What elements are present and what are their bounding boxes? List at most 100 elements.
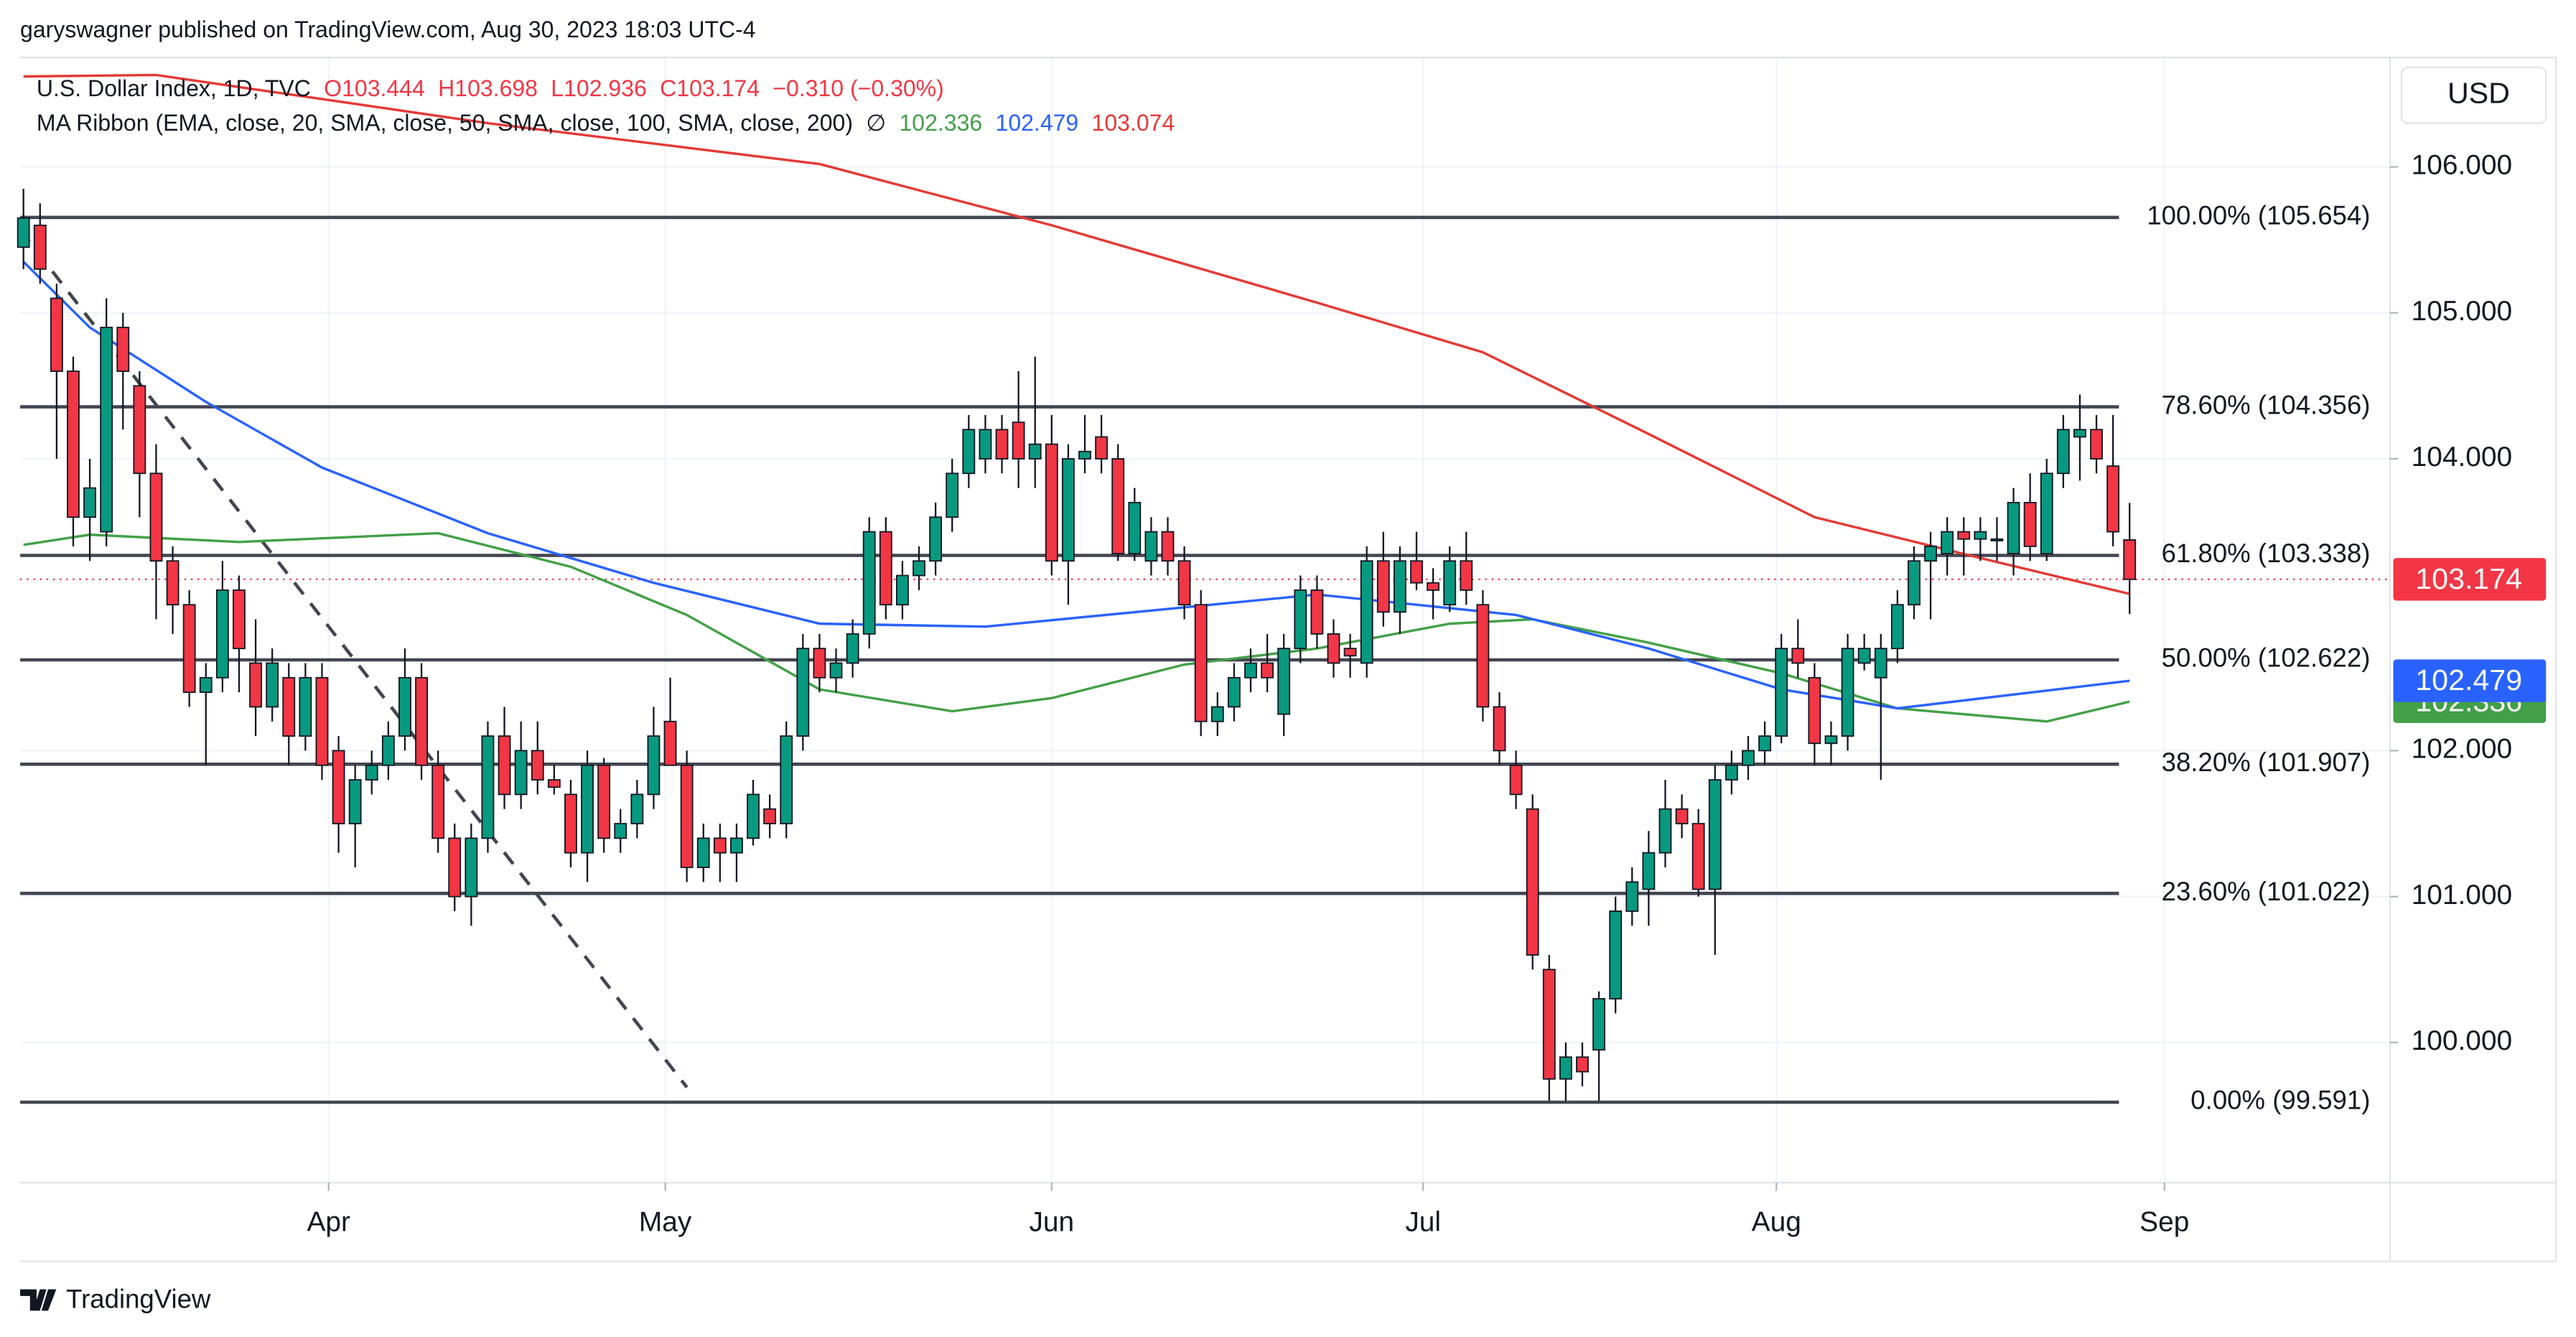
candle-body: [1742, 750, 1755, 766]
x-tick-label: Sep: [2139, 1206, 2189, 1237]
candle-body: [1261, 662, 1274, 679]
ma-line: [23, 73, 2130, 595]
candle-body: [233, 589, 246, 650]
candle-body: [647, 735, 661, 796]
candle-body: [1443, 560, 1457, 606]
candle-body: [1244, 662, 1257, 679]
candle-body: [979, 429, 992, 460]
candle-body: [348, 779, 362, 824]
candle-body: [1874, 648, 1887, 679]
candle-body: [929, 516, 943, 562]
candle-body: [1476, 604, 1490, 708]
candle-body: [166, 560, 179, 606]
candle-body: [266, 662, 279, 708]
candle-body: [1957, 531, 1971, 540]
candle-body: [713, 837, 727, 854]
candle-body: [1427, 582, 1440, 591]
candle-body: [431, 764, 445, 839]
candle-body: [2040, 472, 2053, 554]
candle-body: [1128, 502, 1142, 554]
candle-body: [1460, 560, 1473, 591]
candle-body: [614, 823, 627, 839]
candle-body: [747, 793, 760, 839]
candle-body: [1609, 910, 1623, 1000]
ohlc-label: L102.936: [551, 75, 647, 101]
candle-body: [1675, 808, 1689, 824]
candle-body: [1493, 706, 1506, 752]
candle-body: [17, 217, 30, 248]
candle-body: [829, 662, 843, 679]
candle-body: [862, 531, 876, 635]
level-label: 78.60% (104.356): [2162, 390, 2371, 419]
candle-body: [1177, 560, 1191, 606]
candle-body: [1012, 421, 1025, 460]
candle-body: [813, 648, 826, 679]
candle-body: [1758, 735, 1771, 752]
candle-body: [1078, 450, 1091, 460]
candle-body: [1908, 560, 1921, 606]
candle-body: [1028, 443, 1042, 460]
candle-body: [2056, 429, 2070, 475]
symbol: U.S. Dollar Index, 1D, TVC: [37, 75, 311, 101]
candle-body: [1327, 633, 1340, 664]
candle-body: [448, 837, 462, 898]
ma-line: [22, 261, 2130, 710]
level-label: 61.80% (103.338): [2162, 539, 2371, 568]
currency[interactable]: USD: [2447, 77, 2510, 110]
candle-body: [946, 472, 959, 518]
candle-body: [50, 297, 63, 372]
candle-body: [1808, 676, 1821, 745]
candle-body: [1161, 531, 1175, 562]
legend-value: 103.074: [1092, 110, 1175, 136]
candle-body: [796, 648, 810, 737]
candle-body: [1841, 648, 1854, 737]
candle-body: [1691, 823, 1705, 890]
candle-body: [1061, 458, 1075, 562]
candle-body: [1542, 969, 1556, 1080]
indicator-symbol: ∅: [866, 110, 886, 136]
candle-body: [1857, 648, 1871, 664]
candle-body: [763, 808, 777, 824]
candle-body: [1360, 560, 1373, 664]
x-tick-label: Jul: [1405, 1206, 1441, 1237]
plot: 100.00% (105.654) 78.60% (104.356) 61.80% …: [20, 200, 2390, 1115]
level-label: 50.00% (102.622): [2162, 643, 2371, 673]
y-tick-label: 102.000: [2412, 734, 2513, 765]
x-tick-label: May: [639, 1206, 692, 1237]
candle-body: [1824, 735, 1838, 745]
candle-body: [995, 429, 1009, 460]
x-tick-label: Aug: [1752, 1206, 1801, 1237]
ohlc-label: H103.698: [438, 75, 538, 101]
axes: USD 100.000 101.000 102.000 104.000 105.000 1…: [20, 56, 2557, 1262]
candle-body: [83, 487, 97, 518]
indicator-name: MA Ribbon (EMA, close, 20, SMA, close, 5…: [37, 110, 853, 136]
candle-body: [465, 837, 478, 898]
candle-body: [1410, 560, 1423, 584]
candle-body: [1310, 589, 1324, 635]
x-tick-label: Jun: [1029, 1206, 1074, 1237]
trend-line: [19, 228, 689, 1089]
candle-body: [1526, 808, 1539, 956]
y-tick-label: 100.000: [2412, 1025, 2513, 1056]
price-box: [2393, 659, 2547, 702]
indicator-line: MA Ribbon (EMA, close, 20, SMA, close, 5…: [37, 110, 1175, 136]
candle-body: [1592, 997, 1606, 1050]
currency-button[interactable]: [2400, 66, 2547, 124]
ohlc-label: −0.310 (−0.30%): [773, 75, 944, 101]
candle-body: [547, 779, 561, 788]
legend-value: 102.479: [996, 110, 1079, 136]
candle-body: [199, 676, 213, 694]
symbol-line: U.S. Dollar Index, 1D, TVC O103.444 H103.6…: [37, 75, 944, 101]
legend-value: 102.336: [899, 110, 982, 136]
candle-body: [1924, 545, 1937, 562]
candle-body: [299, 676, 312, 737]
candle-body: [149, 472, 163, 562]
candle-body: [498, 735, 511, 796]
candle-body: [2106, 465, 2120, 533]
candle-body: [315, 676, 329, 766]
candle-body: [514, 750, 528, 796]
y-tick-label: 104.000: [2412, 442, 2513, 472]
candle-body: [398, 676, 411, 737]
candle-body: [67, 371, 80, 518]
